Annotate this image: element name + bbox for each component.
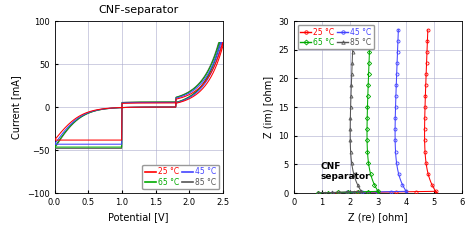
- Legend: 25 °C, 65 °C, 45 °C, 85 °C: 25 °C, 65 °C, 45 °C, 85 °C: [142, 165, 219, 189]
- Text: CNF
separator: CNF separator: [320, 161, 370, 181]
- Legend: 25 °C, 65 °C, 45 °C, 85 °C: 25 °C, 65 °C, 45 °C, 85 °C: [298, 25, 374, 49]
- X-axis label: Potential [V]: Potential [V]: [109, 212, 169, 223]
- Y-axis label: Z (im) [ohm]: Z (im) [ohm]: [263, 76, 273, 138]
- Y-axis label: Current [mA]: Current [mA]: [11, 75, 21, 139]
- Title: CNF-separator: CNF-separator: [99, 5, 179, 15]
- X-axis label: Z (re) [ohm]: Z (re) [ohm]: [348, 212, 408, 223]
